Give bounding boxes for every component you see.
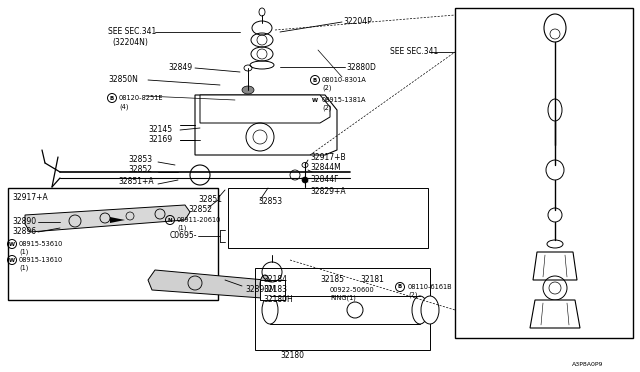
Text: W: W — [312, 97, 318, 103]
Bar — [255, 268, 430, 350]
Text: (2): (2) — [408, 292, 417, 298]
Bar — [8, 188, 218, 300]
Text: 32180H: 32180H — [263, 295, 292, 305]
Text: B: B — [313, 77, 317, 83]
Text: 32850N: 32850N — [108, 76, 138, 84]
Polygon shape — [25, 205, 190, 232]
Text: SEE SEC.341: SEE SEC.341 — [108, 28, 156, 36]
Text: 08120-8251E: 08120-8251E — [119, 95, 163, 101]
Text: B: B — [398, 285, 402, 289]
Text: 32852: 32852 — [188, 205, 212, 215]
Text: SEE SEC.341: SEE SEC.341 — [390, 48, 438, 57]
Text: A3P8A0P9: A3P8A0P9 — [572, 362, 604, 368]
Text: 08911-20610: 08911-20610 — [177, 217, 221, 223]
Polygon shape — [260, 280, 285, 300]
Polygon shape — [533, 252, 577, 280]
Text: 32844M: 32844M — [310, 164, 340, 173]
Text: 32169: 32169 — [148, 135, 172, 144]
Ellipse shape — [262, 296, 278, 324]
Text: RING(1): RING(1) — [330, 295, 356, 301]
Text: 32917+A: 32917+A — [12, 193, 48, 202]
Text: 00922-50600: 00922-50600 — [330, 287, 375, 293]
Text: W: W — [9, 257, 15, 263]
Bar — [455, 8, 633, 338]
Polygon shape — [110, 217, 125, 223]
Text: 32181: 32181 — [360, 276, 384, 285]
Text: N: N — [168, 218, 172, 222]
Text: 32890M: 32890M — [245, 285, 276, 295]
Ellipse shape — [260, 275, 270, 295]
Text: 32145: 32145 — [148, 125, 172, 135]
Text: 08915-53610: 08915-53610 — [19, 241, 63, 247]
Polygon shape — [195, 95, 337, 155]
Text: (1): (1) — [19, 249, 28, 255]
Bar — [228, 188, 428, 248]
Text: 32849: 32849 — [168, 64, 192, 73]
Text: W: W — [9, 241, 15, 247]
Text: 32852: 32852 — [128, 166, 152, 174]
Polygon shape — [530, 300, 580, 328]
Text: 32890: 32890 — [12, 218, 36, 227]
Text: 08915-1381A: 08915-1381A — [322, 97, 367, 103]
Text: C0695-: C0695- — [170, 231, 198, 241]
Text: 32853: 32853 — [258, 198, 282, 206]
Text: 32896: 32896 — [12, 228, 36, 237]
Text: 32851+A: 32851+A — [118, 177, 154, 186]
Text: (32204N): (32204N) — [112, 38, 148, 46]
Ellipse shape — [421, 296, 439, 324]
Text: 08915-13610: 08915-13610 — [19, 257, 63, 263]
Text: 32917+B: 32917+B — [310, 154, 346, 163]
Text: 08110-6161B: 08110-6161B — [408, 284, 452, 290]
Text: (4): (4) — [119, 104, 129, 110]
Polygon shape — [148, 270, 268, 298]
Text: 32851: 32851 — [198, 196, 222, 205]
Text: 32184: 32184 — [263, 276, 287, 285]
Text: 32844F: 32844F — [310, 176, 339, 185]
Text: (2): (2) — [322, 85, 332, 91]
Text: 32180: 32180 — [280, 350, 304, 359]
Polygon shape — [200, 95, 330, 123]
Circle shape — [302, 177, 308, 183]
Text: 32183: 32183 — [263, 285, 287, 295]
Text: 08010-8301A: 08010-8301A — [322, 77, 367, 83]
Text: 32880D: 32880D — [346, 62, 376, 71]
Text: (1): (1) — [177, 225, 186, 231]
Text: 32204P: 32204P — [343, 17, 372, 26]
Text: (1): (1) — [19, 265, 28, 271]
Ellipse shape — [242, 86, 254, 94]
Text: 32829+A: 32829+A — [310, 187, 346, 196]
Text: 32185: 32185 — [320, 276, 344, 285]
Text: B: B — [110, 96, 114, 100]
Text: 32853: 32853 — [128, 155, 152, 164]
Text: (2): (2) — [322, 105, 332, 111]
Ellipse shape — [412, 296, 428, 324]
